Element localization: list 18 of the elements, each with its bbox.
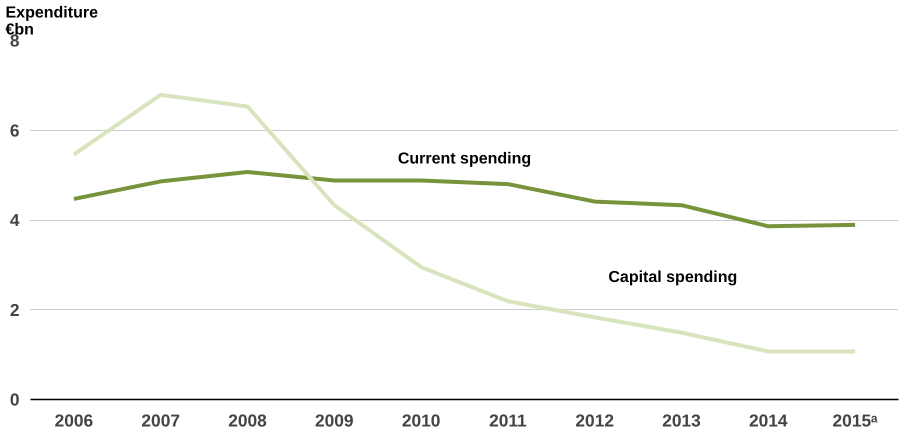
x-tick-label: 2015ᵃ bbox=[832, 410, 878, 430]
text: Capital spending bbox=[608, 269, 738, 286]
series-label: Current spending bbox=[398, 150, 532, 168]
x-tick-label: 2011 bbox=[489, 410, 528, 430]
line-series bbox=[72, 92, 858, 354]
x-tick-label: 2014 bbox=[749, 410, 788, 430]
y-tick-label: 0 bbox=[10, 390, 20, 410]
x-tick-label: 2006 bbox=[54, 410, 94, 430]
line-series bbox=[72, 170, 858, 228]
x-tick-label: 2008 bbox=[228, 410, 268, 430]
x-tick-label: 2012 bbox=[575, 410, 614, 430]
x-tick-label: 2010 bbox=[402, 410, 440, 430]
y-tick-label: 2 bbox=[10, 300, 20, 320]
y-tick-label: 4 bbox=[10, 210, 20, 230]
x-tick-label: 2009 bbox=[315, 410, 354, 430]
x-tick-label: 2007 bbox=[141, 410, 180, 430]
x-tick-label: 2013 bbox=[662, 410, 702, 430]
y-tick-label: 6 bbox=[10, 120, 20, 140]
